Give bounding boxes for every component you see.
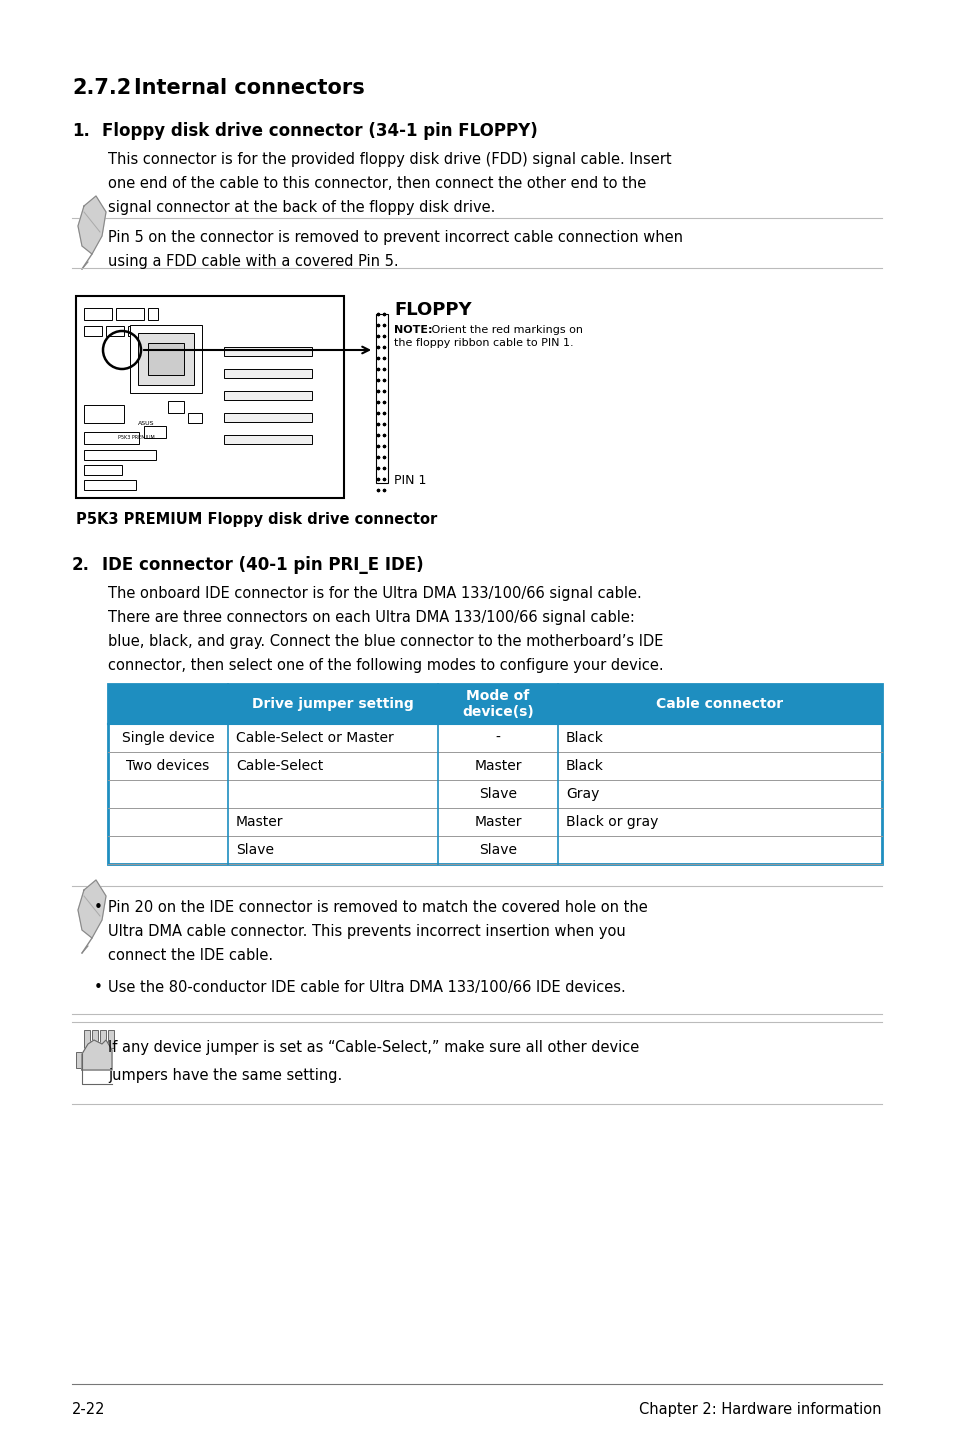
Text: Master: Master <box>474 759 521 774</box>
Text: Pin 20 on the IDE connector is removed to match the covered hole on the: Pin 20 on the IDE connector is removed t… <box>108 900 647 915</box>
Bar <box>128 326 140 336</box>
Polygon shape <box>78 880 106 938</box>
Text: 2-22: 2-22 <box>71 1402 106 1416</box>
Bar <box>84 450 156 460</box>
Text: If any device jumper is set as “Cable-Select,” make sure all other device: If any device jumper is set as “Cable-Se… <box>108 1040 639 1055</box>
Text: P5K3 PREMIUM: P5K3 PREMIUM <box>118 436 154 440</box>
Bar <box>84 464 122 475</box>
Text: Floppy disk drive connector (34-1 pin FLOPPY): Floppy disk drive connector (34-1 pin FL… <box>102 122 537 139</box>
Bar <box>116 308 144 321</box>
Text: the floppy ribbon cable to PIN 1.: the floppy ribbon cable to PIN 1. <box>394 338 573 348</box>
Text: Drive jumper setting: Drive jumper setting <box>252 697 414 710</box>
Text: •: • <box>94 900 103 915</box>
Bar <box>224 391 312 400</box>
Text: This connector is for the provided floppy disk drive (FDD) signal cable. Insert: This connector is for the provided flopp… <box>108 152 671 167</box>
Bar <box>84 431 139 444</box>
Text: •: • <box>94 981 103 995</box>
Bar <box>84 1030 90 1048</box>
Text: jumpers have the same setting.: jumpers have the same setting. <box>108 1068 342 1083</box>
Text: Cable connector: Cable connector <box>656 697 782 710</box>
Bar <box>375 313 388 483</box>
Bar <box>108 684 882 723</box>
Bar <box>108 723 882 864</box>
Text: Single device: Single device <box>122 731 214 745</box>
Text: Slave: Slave <box>478 787 517 801</box>
Text: Black: Black <box>565 731 603 745</box>
Text: The onboard IDE connector is for the Ultra DMA 133/100/66 signal cable.: The onboard IDE connector is for the Ult… <box>108 587 641 601</box>
Bar <box>224 436 312 444</box>
Bar <box>138 334 193 385</box>
Text: Use the 80-conductor IDE cable for Ultra DMA 133/100/66 IDE devices.: Use the 80-conductor IDE cable for Ultra… <box>108 981 625 995</box>
Text: Ultra DMA cable connector. This prevents incorrect insertion when you: Ultra DMA cable connector. This prevents… <box>108 925 625 939</box>
Bar <box>84 480 136 490</box>
Bar <box>148 308 158 321</box>
Text: Two devices: Two devices <box>126 759 210 774</box>
Bar <box>84 406 124 423</box>
Bar <box>84 326 102 336</box>
Bar <box>188 413 202 423</box>
Text: connector, then select one of the following modes to configure your device.: connector, then select one of the follow… <box>108 659 663 673</box>
Bar <box>224 347 312 357</box>
Bar <box>100 1030 106 1048</box>
Bar <box>148 344 184 375</box>
Text: NOTE:: NOTE: <box>394 325 432 335</box>
Bar <box>224 370 312 378</box>
Text: 1.: 1. <box>71 122 90 139</box>
Text: blue, black, and gray. Connect the blue connector to the motherboard’s IDE: blue, black, and gray. Connect the blue … <box>108 634 662 649</box>
Text: Gray: Gray <box>565 787 598 801</box>
Bar <box>76 1053 84 1068</box>
Text: Pin 5 on the connector is removed to prevent incorrect cable connection when: Pin 5 on the connector is removed to pre… <box>108 230 682 244</box>
Text: 2.: 2. <box>71 557 90 574</box>
Bar <box>76 296 344 498</box>
Text: one end of the cable to this connector, then connect the other end to the: one end of the cable to this connector, … <box>108 175 645 191</box>
Polygon shape <box>78 196 106 255</box>
Text: Master: Master <box>474 815 521 828</box>
Bar <box>106 326 124 336</box>
Text: Slave: Slave <box>478 843 517 857</box>
Bar <box>84 308 112 321</box>
Text: Mode of
device(s): Mode of device(s) <box>461 689 534 719</box>
Bar <box>108 684 882 864</box>
Text: Internal connectors: Internal connectors <box>133 78 364 98</box>
Text: signal connector at the back of the floppy disk drive.: signal connector at the back of the flop… <box>108 200 495 216</box>
Text: Slave: Slave <box>235 843 274 857</box>
Text: PIN 1: PIN 1 <box>394 475 426 487</box>
Text: Cable-Select or Master: Cable-Select or Master <box>235 731 394 745</box>
Text: Black: Black <box>565 759 603 774</box>
Bar <box>144 426 166 439</box>
Bar <box>91 1030 98 1048</box>
Text: 2.7.2: 2.7.2 <box>71 78 132 98</box>
Bar <box>108 1030 113 1048</box>
Text: -: - <box>495 731 500 745</box>
Text: Black or gray: Black or gray <box>565 815 658 828</box>
Text: P5K3 PREMIUM Floppy disk drive connector: P5K3 PREMIUM Floppy disk drive connector <box>76 512 436 526</box>
Text: ASUS: ASUS <box>138 421 154 426</box>
Bar <box>224 413 312 421</box>
Text: Chapter 2: Hardware information: Chapter 2: Hardware information <box>639 1402 882 1416</box>
Text: There are three connectors on each Ultra DMA 133/100/66 signal cable:: There are three connectors on each Ultra… <box>108 610 634 626</box>
Polygon shape <box>82 1040 112 1070</box>
Text: FLOPPY: FLOPPY <box>394 301 471 319</box>
Text: Cable-Select: Cable-Select <box>235 759 323 774</box>
Bar <box>168 401 184 413</box>
Bar <box>130 325 202 393</box>
Text: connect the IDE cable.: connect the IDE cable. <box>108 948 273 963</box>
Text: Orient the red markings on: Orient the red markings on <box>428 325 582 335</box>
Text: using a FDD cable with a covered Pin 5.: using a FDD cable with a covered Pin 5. <box>108 255 398 269</box>
Text: Master: Master <box>235 815 283 828</box>
Text: IDE connector (40-1 pin PRI_E IDE): IDE connector (40-1 pin PRI_E IDE) <box>102 557 423 574</box>
